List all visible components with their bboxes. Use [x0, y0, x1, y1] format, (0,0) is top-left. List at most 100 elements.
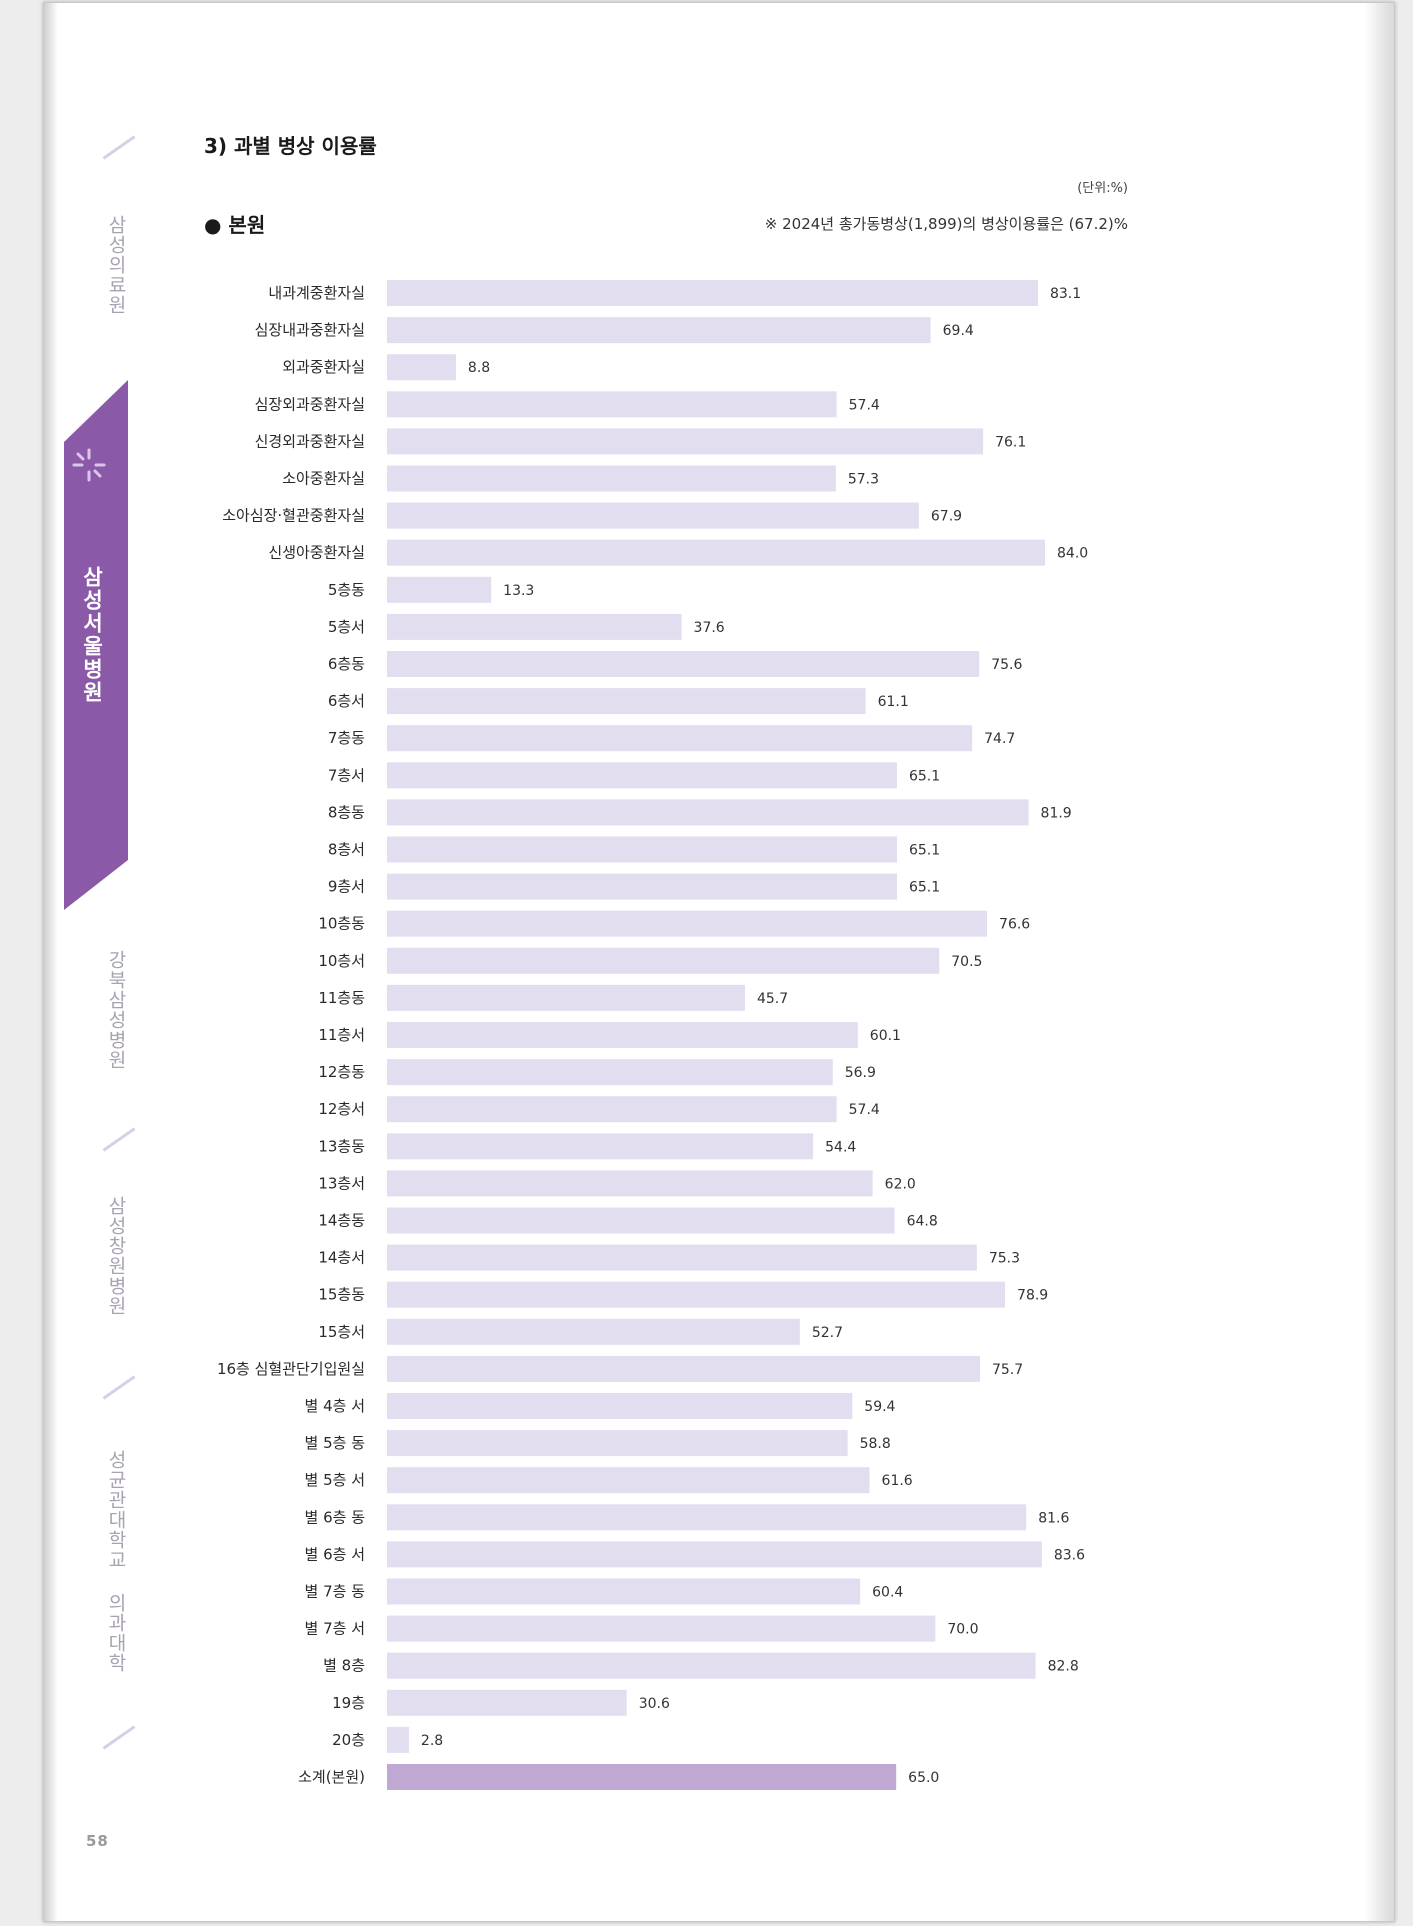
bar-row: 5층서 37.6 [328, 613, 725, 640]
bar [387, 1244, 977, 1271]
value-label: 65.1 [909, 843, 940, 859]
value-label: 82.8 [1048, 1659, 1079, 1675]
bar-row: 13층동 54.4 [318, 1133, 856, 1160]
bar [387, 1170, 873, 1197]
side-tab-kangbuk-samsung[interactable]: 강북삼성병원 [105, 950, 127, 1070]
bar [387, 1096, 837, 1123]
bar-row: 별 4층 서 59.4 [305, 1393, 896, 1419]
category-label: 내과계중환자실 [268, 284, 365, 302]
value-label: 76.6 [999, 917, 1030, 933]
side-tab-samsung-seoul-hospital[interactable]: 삼성서울병원 [80, 566, 104, 704]
bar-row: 15층서 52.7 [318, 1318, 843, 1345]
bar-row: 별 6층 서 83.6 [305, 1541, 1085, 1568]
category-label: 별 5층 동 [305, 1434, 366, 1452]
page-number: 58 [86, 1832, 109, 1850]
category-label: 10층동 [318, 915, 365, 933]
bar-row: 10층동 76.6 [318, 910, 1030, 937]
category-label: 별 8층 [323, 1657, 365, 1675]
category-label: 15층서 [318, 1323, 365, 1341]
value-label: 70.0 [947, 1622, 978, 1638]
bar-row: 내과계중환자실 83.1 [268, 280, 1081, 306]
category-label: 심장내과중환자실 [255, 321, 365, 339]
category-label: 19층 [332, 1694, 365, 1712]
bar-row: 13층서 62.0 [318, 1170, 916, 1197]
value-label: 76.1 [995, 434, 1026, 450]
bar [387, 391, 837, 418]
category-label: 소아중환자실 [282, 470, 365, 488]
bar [387, 1133, 814, 1160]
bar [387, 1578, 861, 1605]
bar-row: 별 7층 동 60.4 [305, 1578, 903, 1605]
bar-row: 7층동 74.7 [328, 725, 1015, 752]
value-label: 8.8 [468, 360, 490, 376]
section-title: 3) 과별 병상 이용률 [204, 134, 377, 158]
category-label: 별 6층 동 [305, 1508, 366, 1526]
category-label: 9층서 [328, 878, 365, 896]
bar [387, 1059, 833, 1086]
side-tab-active-background [64, 380, 128, 910]
bar-row: 20층 2.8 [332, 1726, 443, 1753]
unit-label: (단위:%) [1077, 181, 1128, 196]
bar [387, 688, 866, 715]
bar-row: 별 5층 동 58.8 [305, 1430, 891, 1457]
category-label: 14층동 [318, 1212, 365, 1230]
bar-row: 별 5층 서 61.6 [305, 1467, 913, 1494]
value-label: 78.9 [1017, 1288, 1048, 1304]
bar-row: 8층서 65.1 [328, 836, 940, 863]
category-label: 7층서 [328, 766, 365, 784]
bar [387, 465, 836, 492]
bar [387, 1207, 895, 1234]
page-edge-shadow [1364, 3, 1394, 1921]
bar-row: 12층서 57.4 [318, 1096, 880, 1123]
category-label: 16층 심혈관단기입원실 [217, 1360, 365, 1378]
bar [387, 1430, 848, 1457]
chart-note: ※ 2024년 총가동병상(1,899)의 병상이용률은 (67.2)% [764, 215, 1128, 233]
bar [387, 1541, 1042, 1568]
category-label: 11층서 [318, 1026, 365, 1044]
bar-row: 8층동 81.9 [328, 799, 1072, 826]
side-tab-samsung-changwon[interactable]: 삼성창원병원 [105, 1196, 127, 1316]
category-label: 5층동 [328, 581, 365, 599]
bar [387, 1281, 1006, 1308]
category-label: 신경외과중환자실 [255, 432, 365, 450]
category-label: 8층동 [328, 803, 365, 821]
value-label: 57.4 [849, 1102, 880, 1118]
bar [387, 1022, 858, 1048]
bar [387, 725, 973, 752]
bar-row: 14층동 64.8 [318, 1207, 938, 1234]
category-label: 10층서 [318, 952, 365, 970]
value-label: 56.9 [845, 1065, 876, 1081]
category-label: 별 4층 서 [305, 1397, 365, 1415]
value-label: 60.1 [870, 1028, 901, 1044]
bar [387, 317, 931, 344]
bar-row: 10층서 70.5 [318, 947, 982, 974]
value-label: 57.4 [849, 397, 880, 413]
category-label: 8층서 [328, 841, 365, 859]
sparkle-icon [72, 448, 106, 482]
bar-row: 12층동 56.9 [318, 1059, 876, 1086]
bar [387, 762, 897, 789]
value-label: 58.8 [860, 1436, 891, 1452]
value-label: 65.1 [909, 768, 940, 784]
side-tab-samsung-medical-center[interactable]: 삼성의료원 [105, 215, 127, 315]
category-label: 7층동 [328, 729, 365, 747]
bar-row: 소계(본원) 65.0 [298, 1764, 939, 1790]
bar-row: 별 6층 동 81.6 [305, 1504, 1069, 1531]
bar [387, 539, 1045, 566]
category-label: 심장외과중환자실 [255, 395, 365, 413]
bar-row: 신경외과중환자실 76.1 [255, 428, 1026, 455]
bar-row: 9층서 65.1 [328, 873, 940, 900]
value-label: 67.9 [931, 509, 962, 525]
bar [387, 1504, 1027, 1531]
category-label: 신생아중환자실 [268, 544, 365, 562]
bar-row: 외과중환자실 8.8 [282, 354, 490, 381]
category-label: 6층동 [328, 655, 365, 673]
category-label: 별 5층 서 [305, 1471, 365, 1489]
category-label: 13층서 [318, 1174, 365, 1192]
side-tab-skku-medicine[interactable]: 성균관대학교 의과대학 [105, 1450, 127, 1673]
bar [387, 1355, 980, 1382]
bar [387, 1393, 853, 1419]
value-label: 69.4 [943, 323, 974, 339]
bar [387, 799, 1029, 826]
